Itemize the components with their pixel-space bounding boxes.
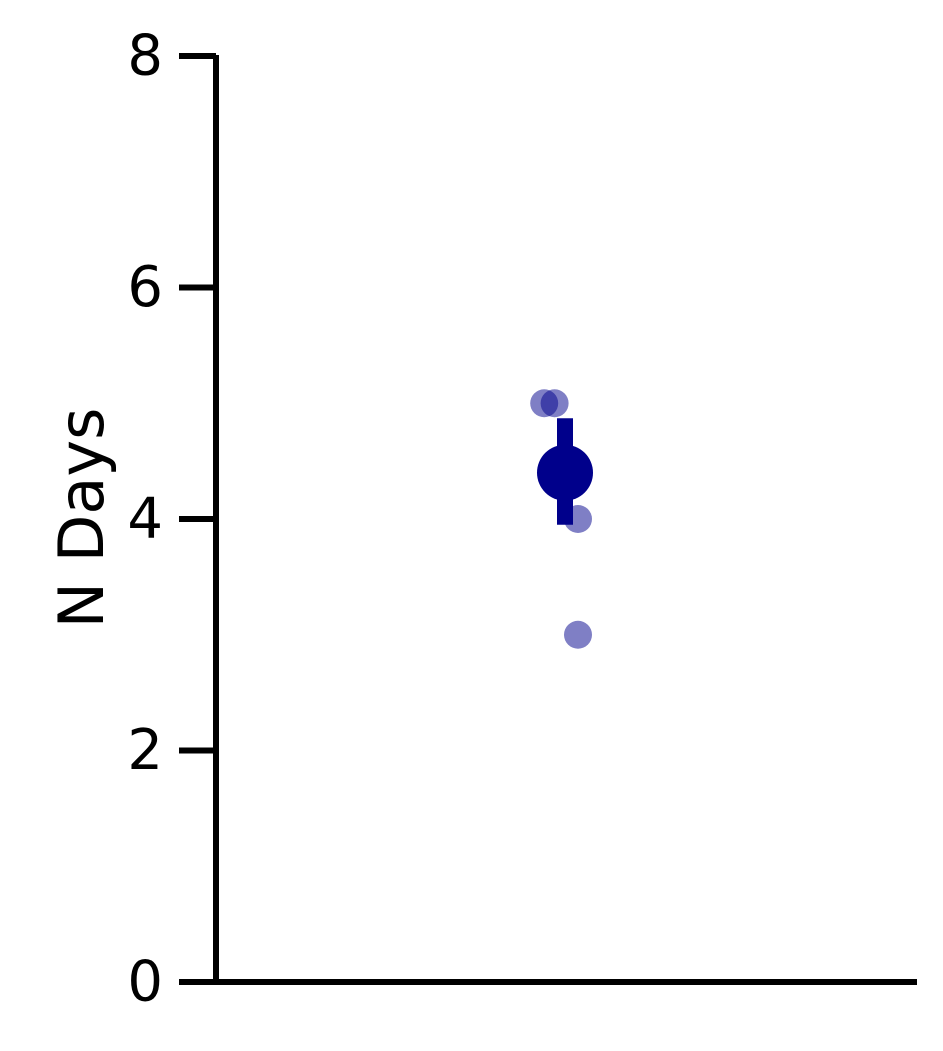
mean-marker: [537, 444, 593, 501]
y-tick-label: 2: [127, 718, 163, 783]
y-axis-label: N Days: [45, 408, 118, 629]
y-tick-label: 6: [127, 255, 163, 320]
mean-and-error: [537, 418, 593, 525]
y-axis-ticks: 0 2 4 6 8: [127, 24, 216, 1015]
data-point: [540, 389, 569, 418]
y-tick-label: 4: [127, 487, 163, 552]
y-tick-label: 0: [127, 950, 163, 1015]
data-point: [564, 620, 592, 649]
y-tick-label: 8: [127, 24, 163, 89]
